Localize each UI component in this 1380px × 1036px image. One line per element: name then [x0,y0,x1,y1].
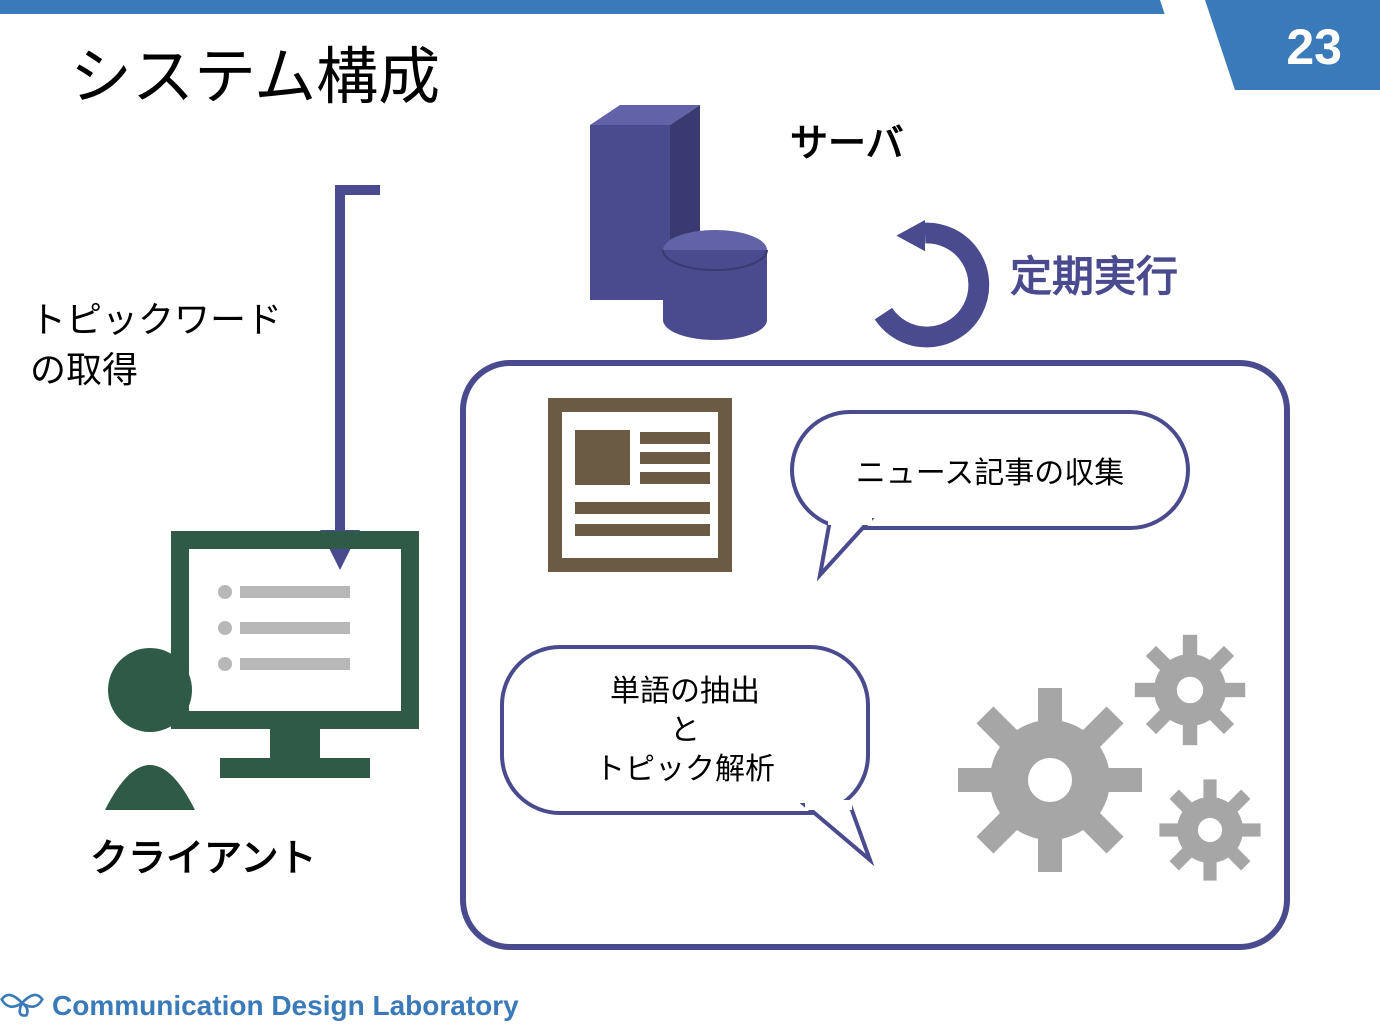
news-collect-text: ニュース記事の収集 [856,448,1125,492]
footer-logo-icon [0,987,44,1024]
server-label: サーバ [790,120,904,169]
news-bubble-tail [810,515,880,585]
periodic-label: 定期実行 [1010,250,1178,305]
page-number-badge: 23 [1160,0,1380,90]
system-diagram: サーバ トピックワード の取得 定期実行 ニュース記事の収集 [0,100,1380,980]
cycle-icon [860,220,990,355]
server-icon [560,100,780,365]
news-collect-bubble: ニュース記事の収集 [790,410,1190,530]
footer: Communication Design Laboratory [0,987,519,1024]
footer-text: Communication Design Laboratory [52,990,519,1022]
client-label: クライアント [90,835,316,884]
word-extract-text: 単語の抽出 と トピック解析 [595,672,775,789]
client-icon [90,520,430,835]
word-bubble-tail [790,800,880,870]
word-extract-bubble: 単語の抽出 と トピック解析 [500,645,870,815]
page-number: 23 [1286,18,1342,76]
gears-icon [940,610,1270,915]
newspaper-icon [540,390,740,585]
topic-word-label: トピックワード の取得 [30,295,282,396]
